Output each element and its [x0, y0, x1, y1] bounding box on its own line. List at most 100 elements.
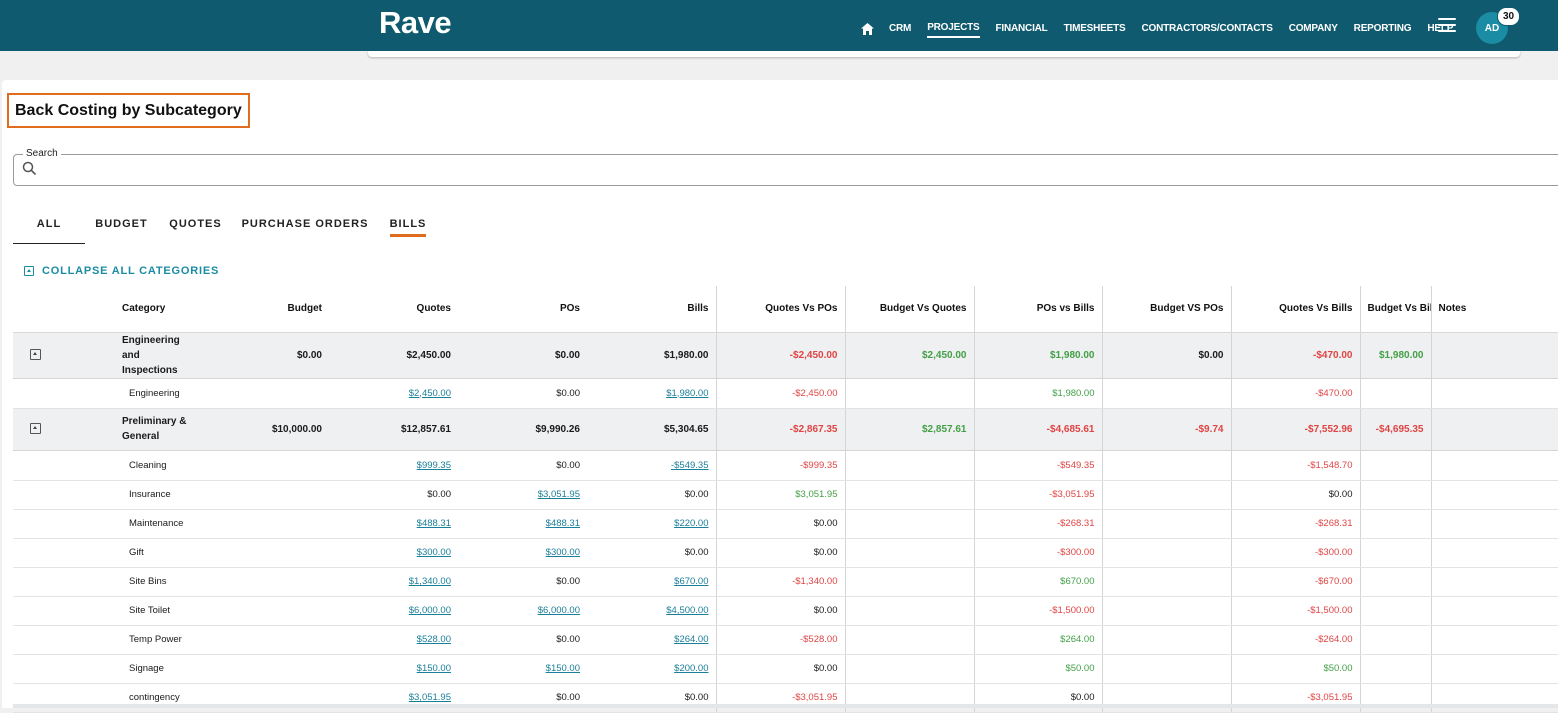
amount-link[interactable]: $488.31	[416, 518, 451, 529]
column-header-notes[interactable]: Notes	[1430, 286, 1488, 333]
amount-value: $670.00	[1060, 576, 1095, 587]
tab-budget[interactable]: BUDGET	[85, 210, 158, 244]
amount-link[interactable]: $3,051.95	[408, 692, 451, 703]
home-icon[interactable]	[860, 18, 875, 40]
amount-link[interactable]: $200.00	[674, 663, 709, 674]
tab-bills[interactable]: BILLS	[377, 210, 439, 244]
hamburger-menu-icon[interactable]	[1438, 18, 1456, 32]
nav-item-crm[interactable]: CRM	[889, 23, 912, 34]
amount-link[interactable]: $670.00	[674, 576, 709, 587]
amount-link[interactable]: $150.00	[545, 663, 580, 674]
subcategory-cell-budget-vs-bills	[1359, 567, 1431, 597]
nav-item-projects[interactable]: PROJECTS	[927, 19, 980, 38]
subcategory-cell-notes	[1430, 567, 1488, 597]
subcategory-cell-bills: $264.00	[587, 625, 716, 655]
subcategory-cell-budget-vs-quotes	[844, 596, 974, 626]
nav-item-financial[interactable]: FINANCIAL	[995, 23, 1048, 34]
subcategory-cell-budget-vs-bills	[1359, 654, 1431, 684]
column-header-quotes-vs-bills[interactable]: Quotes Vs Bills	[1230, 286, 1360, 333]
column-header-budget-vs-bills[interactable]: Budget Vs Bills	[1359, 286, 1431, 333]
tab-purchase-orders[interactable]: PURCHASE ORDERS	[233, 210, 377, 244]
subcategory-cell-pos-vs-bills: $670.00	[973, 567, 1102, 597]
amount-link[interactable]: $999.35	[416, 459, 451, 471]
amount-link[interactable]: $300.00	[416, 547, 451, 558]
amount-value: $50.00	[1323, 663, 1353, 674]
amount-link[interactable]: $2,450.00	[408, 387, 451, 399]
subcategory-cell-quotes-vs-pos: -$1,340.00	[715, 567, 845, 597]
row-spacer-cell	[1488, 480, 1558, 510]
subcategory-cell-pos: $0.00	[458, 567, 587, 597]
subcategory-cell-quotes: $999.35	[329, 450, 458, 481]
nav-item-timesheets[interactable]: TIMESHEETS	[1063, 23, 1126, 34]
amount-link[interactable]: -$549.35	[670, 459, 709, 471]
subcategory-name: Signage	[115, 654, 200, 684]
amount-value: -$300.00	[1056, 547, 1095, 558]
group-cell-budget-vs-pos: $0.00	[1101, 332, 1231, 379]
tab-quotes[interactable]: QUOTES	[158, 210, 233, 244]
nav-item-company[interactable]: COMPANY	[1288, 23, 1338, 34]
amount-link[interactable]: $528.00	[416, 634, 451, 645]
amount-value: $0.00	[556, 387, 580, 399]
amount-link[interactable]: $6,000.00	[537, 605, 580, 616]
nav-item-contractors-contacts[interactable]: CONTRACTORS/CONTACTS	[1141, 23, 1273, 34]
amount-link[interactable]: $1,340.00	[408, 576, 451, 587]
column-header-pos[interactable]: POs	[458, 286, 587, 333]
amount-link[interactable]: $1,980.00	[666, 387, 709, 399]
amount-link[interactable]: $300.00	[545, 547, 580, 558]
amount-link[interactable]: $150.00	[416, 663, 451, 674]
group-cell-quotes-vs-bills: -$470.00	[1230, 332, 1360, 379]
subcategory-cell-budget-vs-pos	[1101, 450, 1231, 481]
subcategory-cell-quotes-vs-bills: -$1,500.00	[1230, 596, 1360, 626]
subcategory-cell-notes	[1430, 378, 1488, 409]
subcategory-cell-quotes-vs-bills: -$264.00	[1230, 625, 1360, 655]
amount-value: $0.00	[684, 489, 709, 500]
amount-value: -$470.00	[1314, 387, 1353, 399]
collapse-group-icon[interactable]	[30, 349, 41, 361]
category-group-row[interactable]: Preliminary & General $10,000.00 $12,857.6…	[13, 408, 1558, 451]
amount-link[interactable]: $4,500.00	[666, 605, 709, 616]
column-header-budget-vs-quotes[interactable]: Budget Vs Quotes	[844, 286, 974, 333]
column-header-budget-vs-pos[interactable]: Budget VS POs	[1101, 286, 1231, 333]
subcategory-row: Temp Power $528.00 $0.00 $264.00 -$528.00 $26…	[13, 625, 1558, 655]
subcategory-name: Temp Power	[115, 625, 200, 655]
amount-link[interactable]: $3,051.95	[537, 489, 580, 500]
tab-all[interactable]: ALL	[13, 210, 85, 244]
subcategory-row: Signage $150.00 $150.00 $200.00 $0.00 $50.00 $…	[13, 654, 1558, 684]
column-header-pos-vs-bills[interactable]: POs vs Bills	[973, 286, 1102, 333]
collapse-all-categories-button[interactable]: COLLAPSE ALL CATEGORIES	[24, 265, 219, 277]
search-input[interactable]	[13, 154, 1558, 186]
subcategory-cell-notes	[1430, 654, 1488, 684]
subcategory-cell-quotes-vs-pos: -$528.00	[715, 625, 845, 655]
column-header-bills[interactable]: Bills	[587, 286, 716, 333]
nav-item-help[interactable]: HELP	[1427, 23, 1454, 34]
group-cell-quotes-vs-pos: -$2,450.00	[715, 332, 845, 379]
amount-value: -$549.35	[1056, 459, 1095, 471]
sub-header-bar	[368, 51, 1520, 57]
subcategory-cell-quotes-vs-bills: -$268.31	[1230, 509, 1360, 539]
nav-item-reporting[interactable]: REPORTING	[1353, 23, 1412, 34]
amount-value: -$300.00	[1314, 547, 1353, 558]
column-header-budget[interactable]: Budget	[200, 286, 329, 333]
collapse-group-icon[interactable]	[30, 423, 41, 435]
group-cell-budget-vs-quotes: $2,450.00	[844, 332, 974, 379]
subcategory-cell-budget-vs-pos	[1101, 654, 1231, 684]
column-header-quotes[interactable]: Quotes	[329, 286, 458, 333]
column-header-category[interactable]: Category	[115, 286, 200, 333]
notification-badge[interactable]: 30	[1497, 7, 1520, 26]
rave-logo[interactable]: Rave	[379, 5, 452, 40]
group-cell-notes	[1430, 332, 1488, 379]
subcategory-cell-pos: $0.00	[458, 450, 587, 481]
amount-value: $0.00	[813, 547, 838, 558]
tab-active-indicator	[390, 234, 426, 237]
subcategory-name: Gift	[115, 538, 200, 568]
amount-link[interactable]: $264.00	[674, 634, 709, 645]
subcategory-cell-budget-vs-quotes	[844, 538, 974, 568]
subcategory-cell-notes	[1430, 509, 1488, 539]
amount-link[interactable]: $220.00	[674, 518, 709, 529]
category-group-row[interactable]: Engineering and Inspections $0.00 $2,450.0…	[13, 332, 1558, 379]
group-cell-budget: $0.00	[200, 332, 329, 379]
amount-link[interactable]: $488.31	[545, 518, 580, 529]
column-header-quotes-vs-pos[interactable]: Quotes Vs POs	[715, 286, 845, 333]
amount-value: -$268.31	[1056, 518, 1095, 529]
amount-link[interactable]: $6,000.00	[408, 605, 451, 616]
